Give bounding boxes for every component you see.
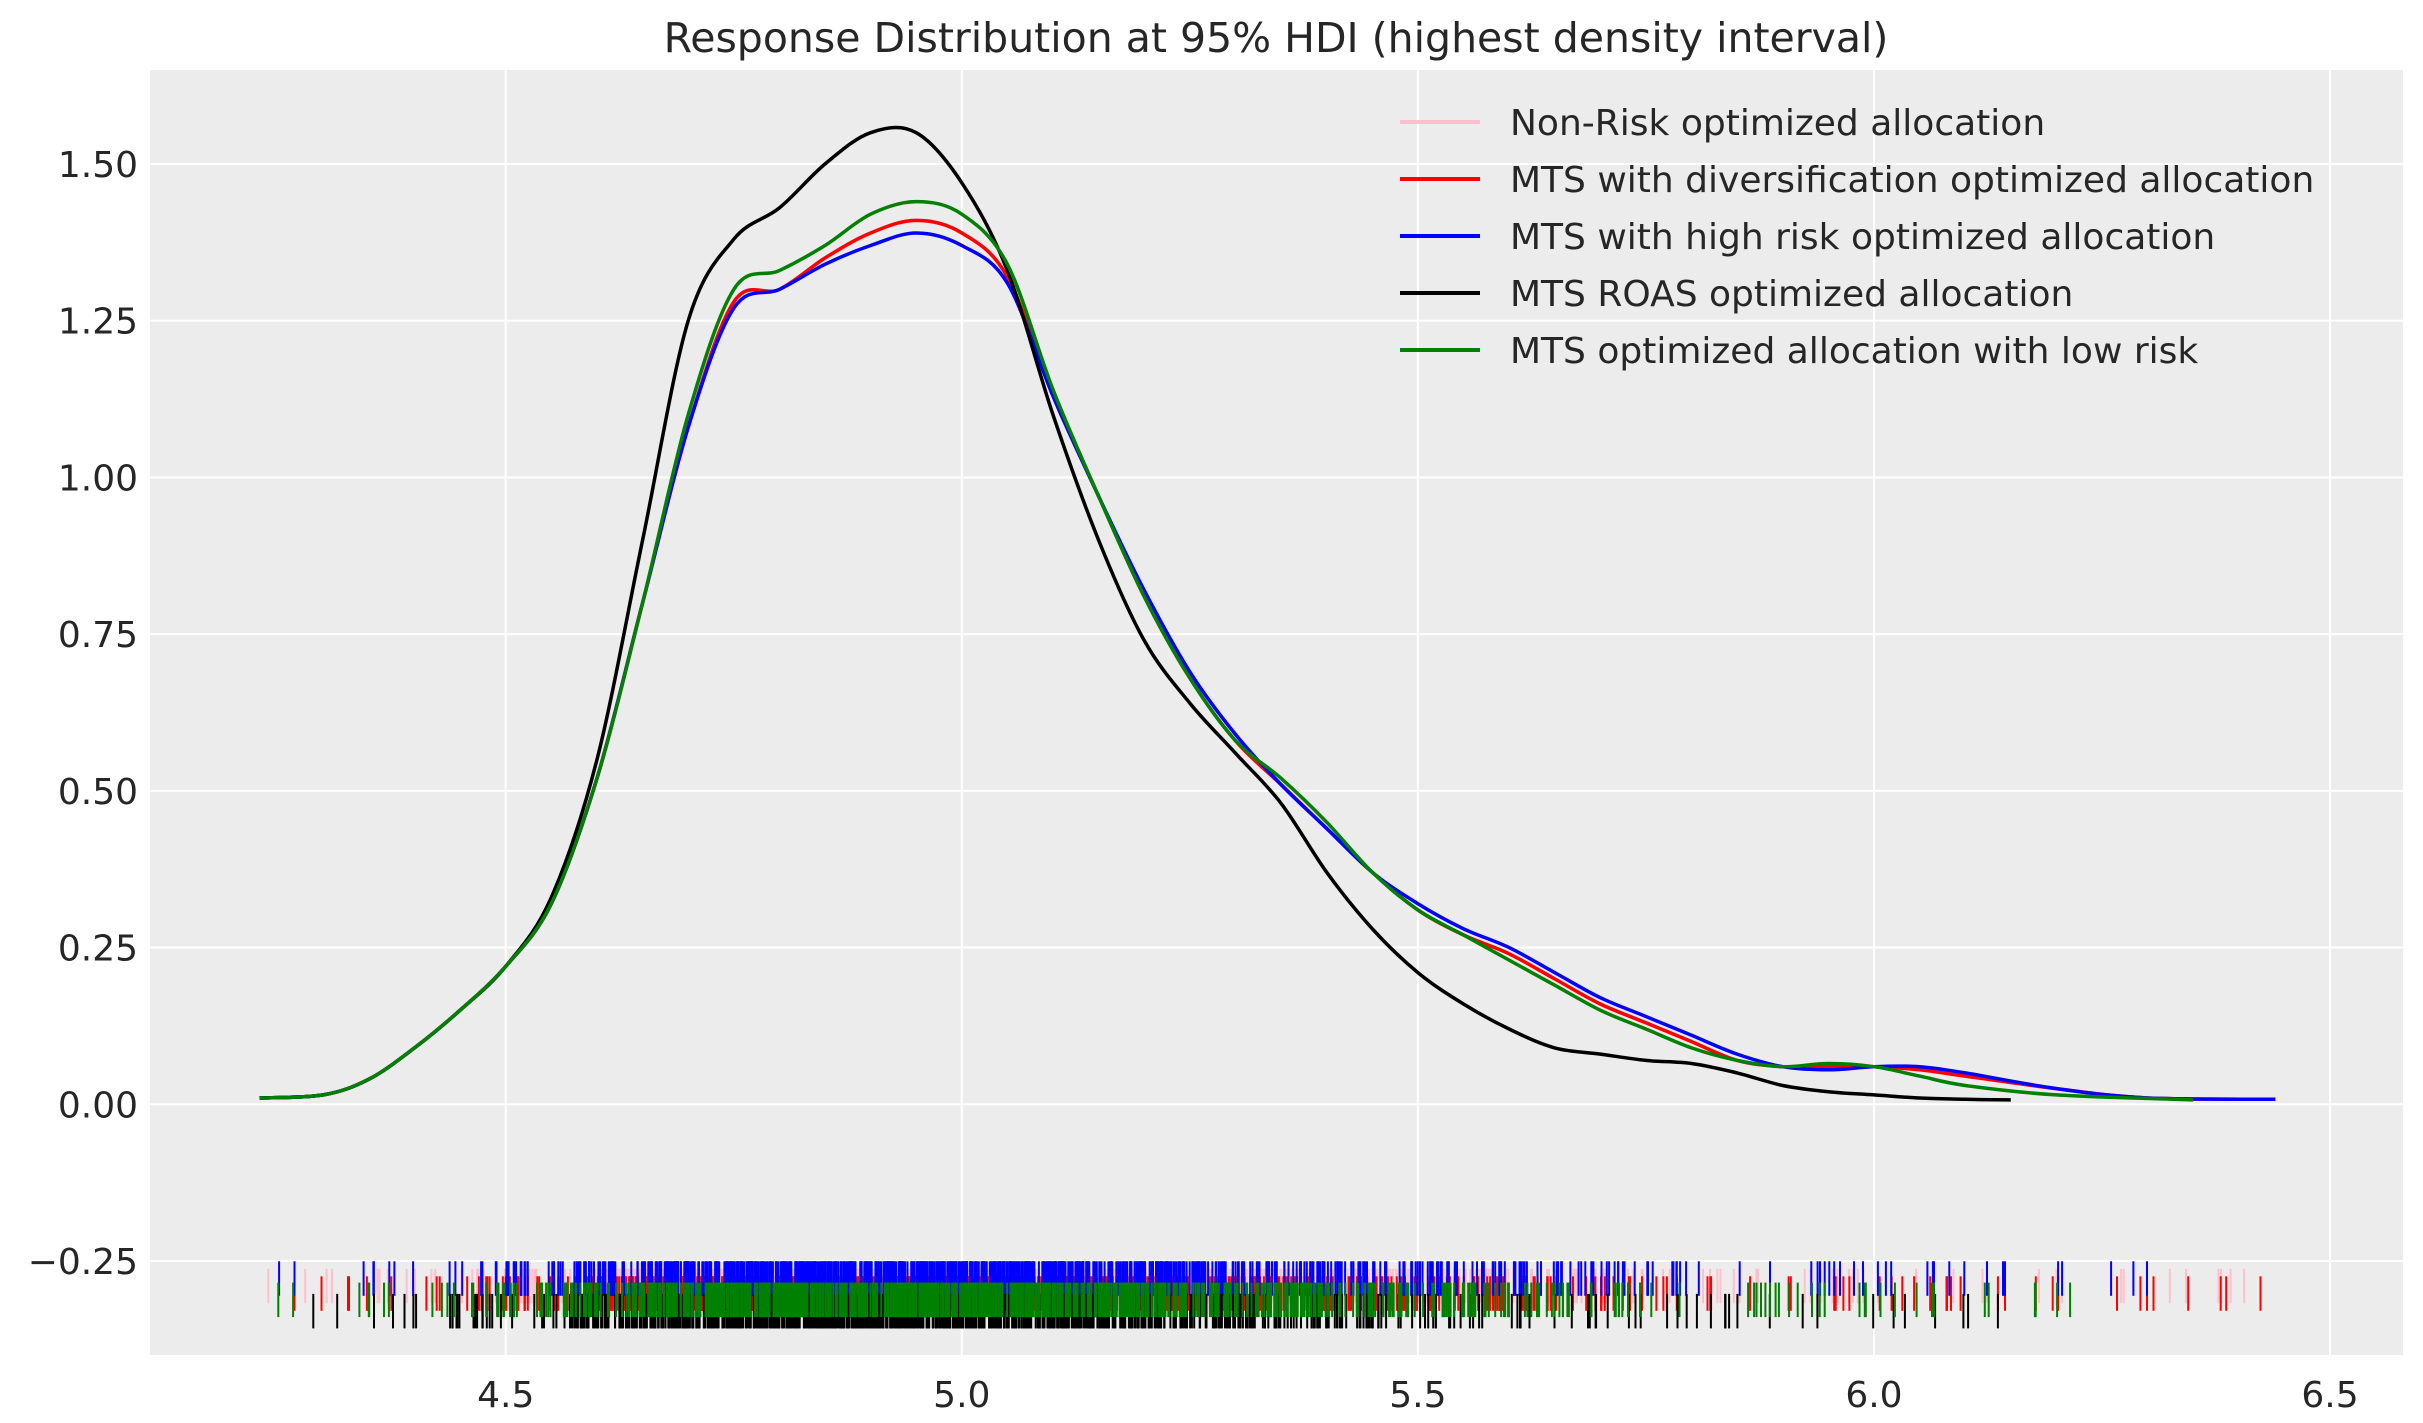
y-tick-label: 1.00	[58, 458, 138, 499]
x-tick-label: 6.0	[1845, 1375, 1902, 1416]
rug-marks	[267, 1261, 2262, 1329]
grid-lines	[150, 70, 2403, 1355]
legend-label: MTS with diversification optimized alloc…	[1510, 160, 2314, 201]
y-tick-label: 0.25	[58, 929, 138, 970]
y-tick-label: 0.00	[58, 1085, 138, 1126]
legend-label: Non-Risk optimized allocation	[1510, 103, 2045, 144]
x-tick-label: 4.5	[477, 1375, 534, 1416]
y-tick-label: −0.25	[28, 1242, 138, 1283]
y-tick-label: 0.75	[58, 615, 138, 656]
y-tick-label: 1.50	[58, 145, 138, 186]
legend-label: MTS ROAS optimized allocation	[1510, 274, 2073, 315]
density-line-mts-roas-optimized-allocation	[259, 125, 2011, 1102]
x-tick-label: 6.5	[2301, 1375, 2358, 1416]
chart-title: Response Distribution at 95% HDI (highes…	[664, 14, 1889, 62]
density-curves	[259, 125, 2276, 1102]
y-tick-label: 1.25	[58, 302, 138, 343]
x-tick-label: 5.0	[933, 1375, 990, 1416]
legend-label: MTS optimized allocation with low risk	[1510, 331, 2198, 372]
plot-background	[150, 70, 2403, 1355]
legend: Non-Risk optimized allocation MTS with di…	[1400, 103, 2314, 372]
axes: 4.5 5.0 5.5 6.0 6.5 −0.25 0.00 0.25 0.50 0.75 1.00…	[28, 145, 2359, 1416]
y-tick-label: 0.50	[58, 772, 138, 813]
x-tick-label: 5.5	[1389, 1375, 1446, 1416]
rug-group	[277, 1282, 2072, 1318]
density-line-mts-optimized-allocation-with-low-risk	[259, 199, 2194, 1102]
legend-label: MTS with high risk optimized allocation	[1510, 217, 2215, 258]
